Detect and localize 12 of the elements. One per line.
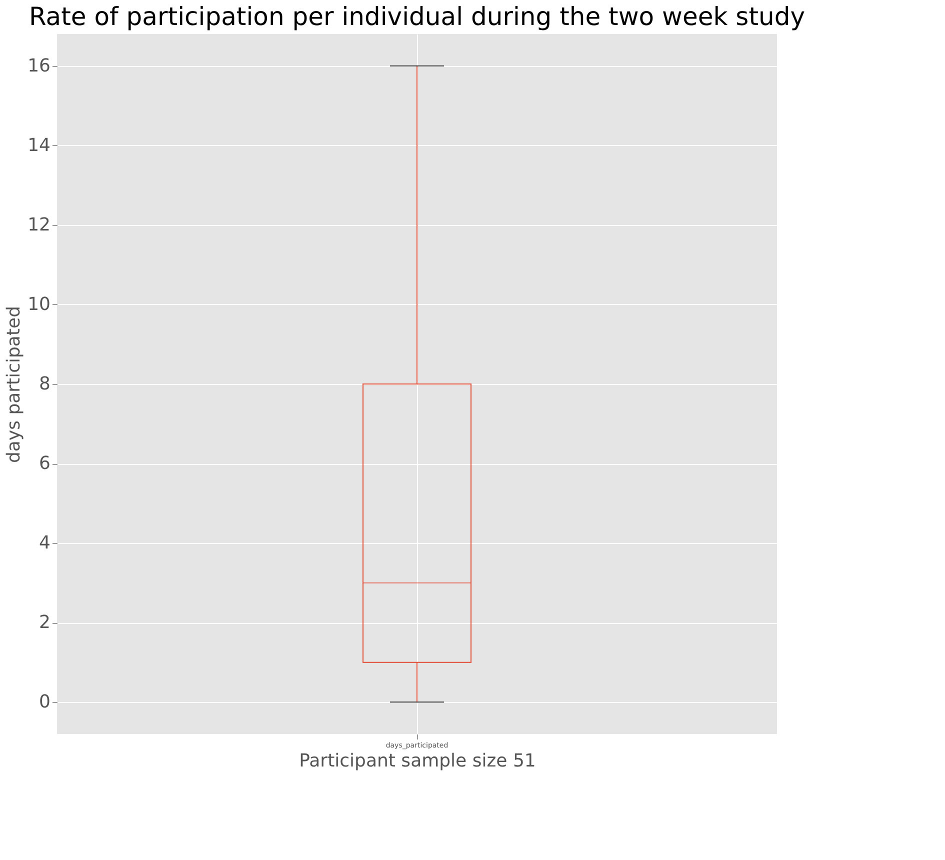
y-tick-label: 8 [39, 374, 50, 394]
x-axis-title: Participant sample size 51 [299, 750, 536, 772]
y-tick-label: 16 [28, 55, 50, 76]
y-tick-label: 14 [28, 134, 50, 156]
y-tick-label: 4 [39, 532, 50, 554]
y-tick-label: 10 [28, 294, 50, 315]
y-tick-label: 12 [28, 214, 50, 236]
y-axis-title: days participated [4, 306, 25, 464]
chart-title: Rate of participation per individual during the two week study [28, 2, 806, 31]
y-tick-label: 6 [39, 453, 50, 474]
y-tick-label: 2 [39, 612, 50, 634]
y-tick-label: 0 [39, 692, 50, 713]
